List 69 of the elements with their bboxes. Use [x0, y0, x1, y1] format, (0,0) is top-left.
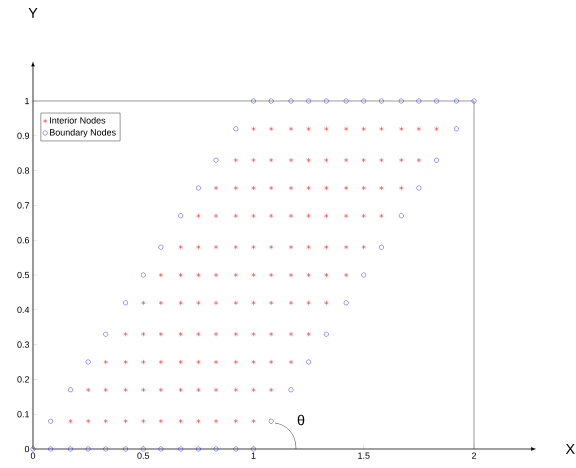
point — [361, 272, 366, 278]
point — [306, 360, 312, 364]
point — [288, 387, 294, 392]
point — [361, 98, 366, 104]
point — [68, 446, 73, 452]
point — [214, 158, 218, 163]
point — [103, 332, 108, 337]
point — [454, 126, 459, 132]
point — [324, 98, 329, 104]
point — [86, 446, 91, 452]
x-tick-label: 1 — [252, 452, 256, 459]
point — [454, 98, 459, 104]
point — [379, 244, 384, 250]
x-tick-label: 1.5 — [358, 452, 370, 459]
point — [251, 98, 256, 104]
point — [344, 98, 349, 104]
y-tick-label: 0.3 — [17, 341, 30, 348]
point — [268, 98, 274, 104]
point — [48, 418, 54, 424]
legend-label: Boundary Nodes — [50, 128, 116, 138]
point — [140, 272, 146, 278]
text: Y — [28, 8, 38, 18]
point — [123, 446, 128, 452]
point — [48, 446, 54, 452]
point — [178, 213, 184, 218]
point — [344, 300, 349, 306]
point — [233, 446, 238, 452]
x-tick-label: 0 — [30, 452, 36, 459]
y-tick-label: 0.5 — [17, 272, 30, 278]
point — [434, 98, 439, 104]
legend-label: Interior Nodes — [50, 117, 106, 124]
point — [268, 418, 274, 424]
y-tick-label: 0.8 — [17, 167, 30, 174]
y-tick-label: 0.1 — [17, 411, 30, 418]
point — [398, 213, 404, 218]
point — [416, 98, 422, 104]
point — [86, 360, 91, 364]
annotation: θ — [298, 414, 304, 426]
x-tick-label: 0.5 — [137, 452, 150, 459]
point — [103, 446, 108, 452]
point — [251, 446, 256, 452]
y-tick-label: 0 — [24, 446, 30, 452]
point — [233, 126, 238, 132]
point — [30, 446, 36, 452]
y-tick-label: 0.7 — [17, 202, 30, 209]
y-tick-label: 0.2 — [17, 376, 30, 383]
point — [379, 98, 384, 104]
y-tick-label: 0.4 — [17, 306, 30, 313]
point — [196, 446, 201, 452]
point — [178, 446, 184, 452]
y-tick-label: 0.9 — [17, 132, 30, 139]
point — [158, 244, 164, 250]
point — [434, 158, 439, 163]
point — [196, 186, 201, 190]
point — [214, 446, 218, 452]
point — [158, 446, 164, 452]
point — [68, 387, 73, 392]
point — [123, 300, 128, 306]
x-tick-label: 2 — [472, 452, 476, 459]
text: X — [566, 444, 575, 454]
point — [398, 98, 404, 104]
y-tick-label: 1 — [25, 98, 30, 104]
point — [416, 186, 422, 190]
point — [140, 446, 146, 452]
point — [306, 98, 312, 104]
point — [324, 332, 329, 337]
y-tick-label: 0.6 — [17, 237, 30, 244]
point — [472, 98, 476, 104]
point — [288, 98, 294, 104]
